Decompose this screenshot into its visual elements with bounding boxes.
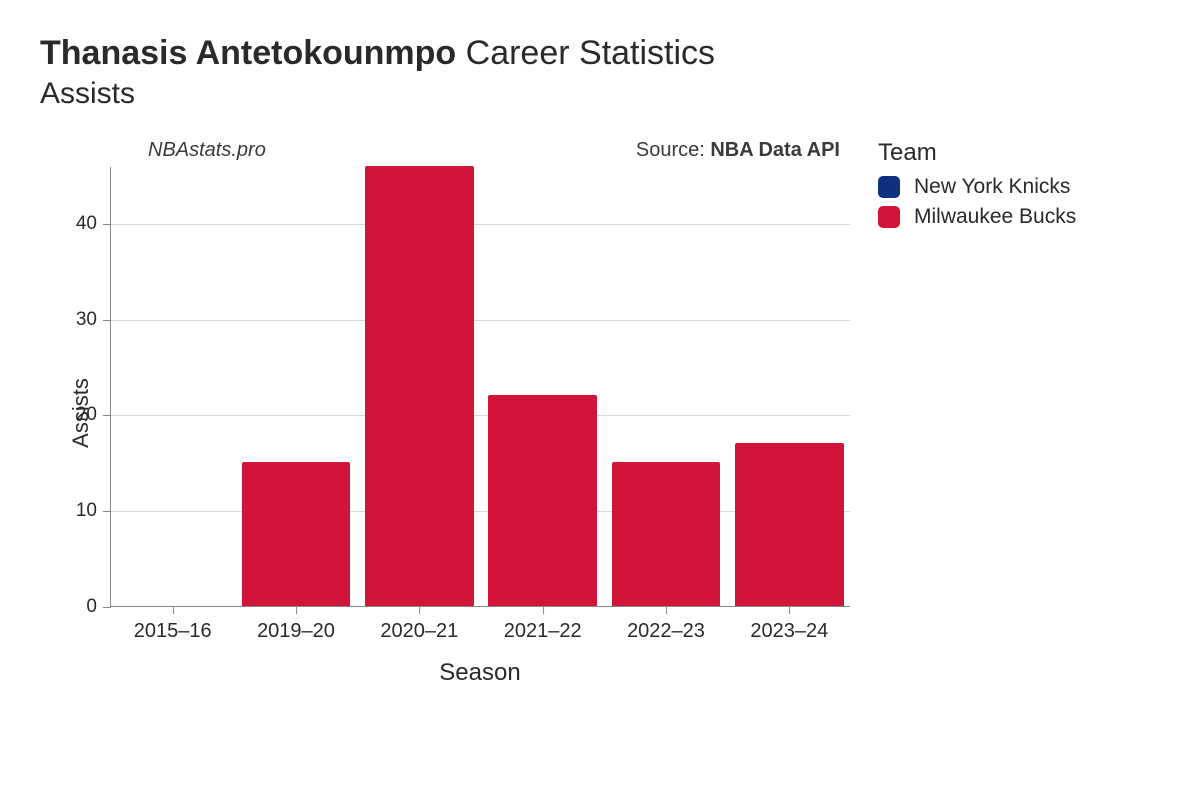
bar [488,395,597,605]
legend-item: Milwaukee Bucks [878,205,1076,229]
x-tick-label: 2021–22 [504,606,582,643]
legend-swatch [878,206,900,228]
legend-label: New York Knicks [914,175,1070,199]
grid-line [111,320,850,321]
legend-title: Team [878,139,1076,167]
legend: Team New York Knicks Milwaukee Bucks [878,139,1076,235]
x-tick-label: 2015–16 [134,606,212,643]
axes-area: 0102030402015–162019–202020–212021–22202… [110,167,850,687]
plot-column: NBAstats.pro Source: NBA Data API 010203… [40,139,850,687]
y-tick-label: 10 [76,500,111,522]
grid-line [111,415,850,416]
title-suffix: Career Statistics [456,34,715,72]
chart-container: Thanasis Antetokounmpo Career Statistics… [0,0,1200,800]
y-tick-label: 30 [76,309,111,331]
bar [365,166,474,606]
x-tick-label: 2023–24 [750,606,828,643]
legend-item: New York Knicks [878,175,1076,199]
plot-area: 0102030402015–162019–202020–212021–22202… [110,167,850,607]
source-prefix: Source: [636,139,710,161]
watermark-text: NBAstats.pro [148,139,266,162]
legend-swatch [878,176,900,198]
legend-label: Milwaukee Bucks [914,205,1076,229]
x-tick-label: 2022–23 [627,606,705,643]
grid-line [111,224,850,225]
chart-title: Thanasis Antetokounmpo Career Statistics [40,32,1160,75]
x-tick-label: 2019–20 [257,606,335,643]
x-tick-label: 2020–21 [380,606,458,643]
y-axis-label: Assists [68,378,94,448]
bar [612,462,721,605]
chart-body: NBAstats.pro Source: NBA Data API 010203… [40,139,1160,687]
y-tick-label: 40 [76,213,111,235]
annotation-row: NBAstats.pro Source: NBA Data API [110,139,850,167]
x-axis-label: Season [110,659,850,687]
bar [242,462,351,605]
bar [735,443,844,606]
chart-subtitle: Assists [40,77,1160,111]
y-tick-label: 0 [86,596,111,618]
source-text: Source: NBA Data API [636,139,840,162]
title-player-name: Thanasis Antetokounmpo [40,34,456,72]
source-name: NBA Data API [710,139,840,161]
